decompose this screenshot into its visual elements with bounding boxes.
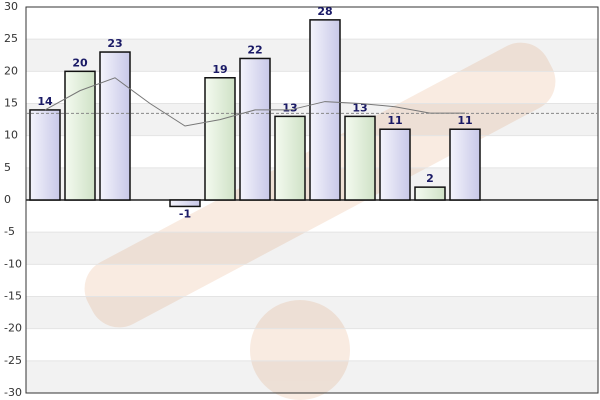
y-tick-label: 10 — [4, 129, 18, 142]
bar — [204, 77, 236, 201]
bar — [239, 57, 271, 201]
bar — [309, 19, 341, 201]
y-tick-label: -10 — [4, 257, 22, 270]
bar — [379, 128, 411, 201]
bar — [414, 186, 446, 201]
grid-band — [26, 296, 598, 329]
bar — [99, 51, 131, 201]
value-label: 14 — [37, 95, 53, 108]
y-tick-label: 25 — [4, 32, 18, 45]
value-label: 28 — [317, 5, 332, 18]
y-tick-label: 15 — [4, 97, 18, 110]
value-label: 19 — [212, 63, 227, 76]
bar — [449, 128, 481, 201]
value-label: 13 — [282, 101, 297, 114]
y-tick-label: -5 — [4, 225, 15, 238]
y-tick-label: 5 — [4, 161, 11, 174]
y-tick-label: 30 — [4, 0, 18, 13]
bar — [64, 70, 96, 201]
value-label: 20 — [72, 56, 88, 69]
y-tick-label: 0 — [4, 193, 11, 206]
plot-border — [25, 6, 599, 394]
y-tick-label: -30 — [4, 386, 22, 399]
bar — [169, 199, 201, 208]
grid-band — [26, 232, 598, 265]
bar — [344, 115, 376, 201]
bar — [29, 109, 61, 201]
value-label: 13 — [352, 101, 367, 114]
value-label: -1 — [179, 207, 191, 220]
y-tick-label: -15 — [4, 290, 22, 303]
value-label: 22 — [247, 43, 262, 56]
value-label: 11 — [457, 114, 472, 127]
grid-band — [26, 360, 598, 393]
value-label: 11 — [387, 114, 402, 127]
y-tick-label: -20 — [4, 322, 22, 335]
value-label: 2 — [426, 172, 434, 185]
trend-line — [44, 77, 465, 127]
bar — [274, 115, 306, 201]
value-label: 23 — [107, 37, 122, 50]
y-tick-label: -25 — [4, 354, 22, 367]
y-tick-label: 20 — [4, 64, 18, 77]
